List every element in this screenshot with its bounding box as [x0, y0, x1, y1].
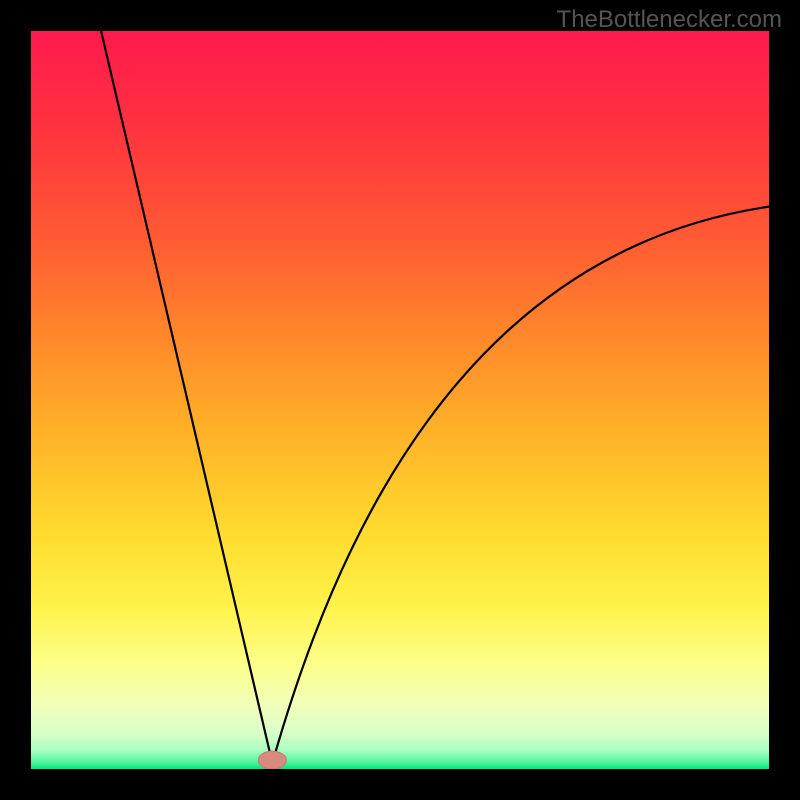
bottleneck-chart [0, 0, 800, 800]
watermark-text: TheBottlenecker.com [557, 6, 782, 34]
optimal-marker [258, 751, 286, 769]
plot-area [31, 31, 769, 769]
chart-container: TheBottlenecker.com [0, 0, 800, 800]
